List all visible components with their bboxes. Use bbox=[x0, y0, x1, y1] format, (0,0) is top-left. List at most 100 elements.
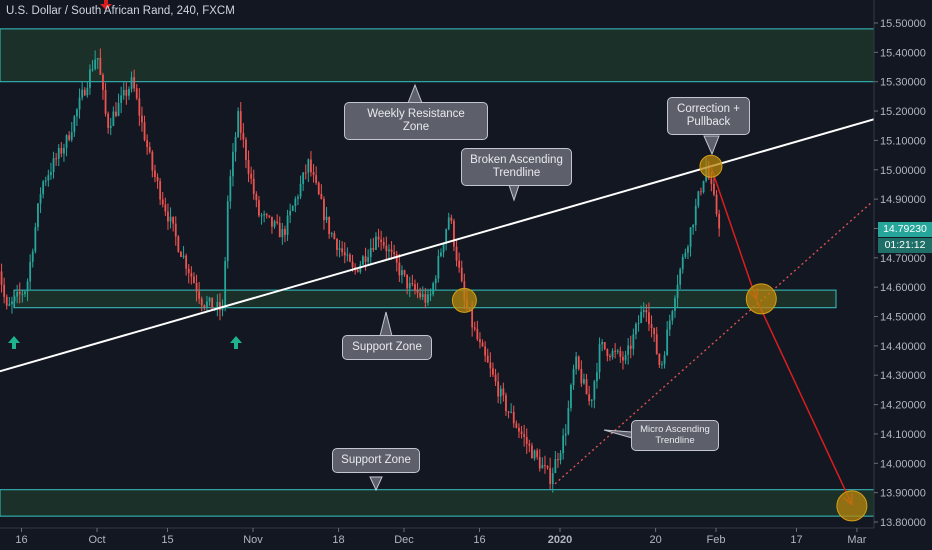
candle-44 bbox=[109, 117, 112, 136]
candle-258 bbox=[666, 321, 669, 356]
candle-109 bbox=[278, 216, 281, 238]
candle-205 bbox=[528, 439, 531, 453]
candle-90 bbox=[229, 169, 232, 209]
x-tick-label: 20 bbox=[649, 534, 661, 546]
candle-body bbox=[70, 132, 73, 140]
candle-body bbox=[315, 175, 318, 183]
callout-weekly-resistance[interactable]: Weekly Resistance Zone bbox=[344, 102, 488, 140]
candle-body bbox=[541, 465, 544, 469]
candle-239 bbox=[616, 348, 619, 355]
candle-body bbox=[94, 59, 97, 70]
candle-192 bbox=[494, 368, 497, 386]
candle-body bbox=[8, 304, 11, 306]
candle-243 bbox=[627, 338, 630, 365]
candle-body bbox=[538, 456, 541, 469]
candle-body bbox=[294, 198, 297, 207]
candle-body bbox=[268, 215, 271, 217]
candle-85 bbox=[216, 294, 219, 317]
zone-2 bbox=[0, 489, 875, 517]
candle-162 bbox=[416, 282, 419, 299]
candle-body bbox=[190, 273, 193, 277]
candle-body bbox=[330, 233, 333, 235]
candle-247 bbox=[637, 315, 640, 332]
candle-body bbox=[645, 310, 648, 313]
candle-63 bbox=[159, 178, 162, 206]
candle-body bbox=[37, 203, 39, 228]
candle-17 bbox=[39, 187, 42, 214]
callout-correction-pullback[interactable]: Correction + Pullback bbox=[667, 97, 750, 135]
candle-body bbox=[107, 113, 110, 128]
candle-body bbox=[76, 109, 78, 117]
candle-body bbox=[208, 297, 211, 302]
marker-circle-1 bbox=[699, 154, 723, 178]
candle-211 bbox=[544, 455, 546, 474]
candle-body bbox=[250, 173, 253, 179]
candle-270 bbox=[697, 190, 700, 209]
candle-body bbox=[172, 216, 175, 224]
candle-body bbox=[588, 394, 591, 401]
candle-62 bbox=[156, 173, 159, 189]
candle-25 bbox=[60, 142, 63, 158]
candle-body bbox=[395, 254, 398, 263]
candle-body bbox=[494, 374, 497, 382]
candle-83 bbox=[211, 297, 214, 309]
candle-body bbox=[531, 445, 533, 459]
y-tick-label: 15.40000 bbox=[880, 47, 926, 59]
candle-215 bbox=[554, 450, 557, 474]
candle-body bbox=[445, 229, 448, 244]
candle-body bbox=[252, 178, 255, 194]
candle-body bbox=[3, 284, 6, 297]
candle-body bbox=[239, 111, 242, 133]
candle-body bbox=[122, 89, 125, 96]
candle-110 bbox=[281, 222, 284, 245]
candle-74 bbox=[187, 263, 190, 284]
marker-circle-2 bbox=[745, 283, 777, 315]
y-tick-label: 15.30000 bbox=[880, 77, 926, 89]
callout-support-low[interactable]: Support Zone bbox=[332, 448, 420, 473]
candle-60 bbox=[151, 150, 154, 178]
candle-240 bbox=[619, 346, 622, 364]
candle-131 bbox=[336, 238, 338, 257]
candle-269 bbox=[694, 198, 697, 232]
up-arrow-icon bbox=[230, 336, 242, 349]
candle-197 bbox=[507, 410, 510, 419]
candle-body bbox=[273, 221, 276, 227]
callout-broken-trendline[interactable]: Broken Ascending Trendline bbox=[461, 148, 572, 186]
candle-body bbox=[143, 122, 146, 141]
candle-body bbox=[601, 341, 604, 345]
candle-253 bbox=[653, 327, 656, 342]
candle-body bbox=[115, 111, 117, 116]
candle-body bbox=[26, 281, 29, 292]
candle-body bbox=[96, 57, 99, 60]
candle-body bbox=[583, 379, 585, 384]
candle-189 bbox=[486, 348, 489, 363]
candle-163 bbox=[419, 287, 422, 300]
callout-support-mid[interactable]: Support Zone bbox=[342, 335, 432, 360]
candle-3 bbox=[3, 277, 6, 304]
candle-body bbox=[338, 248, 341, 250]
marker-circle-0 bbox=[451, 287, 477, 313]
candle-body bbox=[299, 183, 302, 197]
candle-body bbox=[447, 217, 450, 230]
candle-235 bbox=[606, 348, 609, 362]
candle-body bbox=[580, 368, 583, 384]
candle-126 bbox=[323, 196, 325, 230]
candle-82 bbox=[208, 296, 211, 306]
candle-9 bbox=[18, 282, 21, 304]
candle-218 bbox=[562, 428, 565, 460]
candle-27 bbox=[65, 134, 68, 157]
candle-201 bbox=[518, 423, 520, 439]
candle-body bbox=[632, 334, 635, 349]
candle-210 bbox=[541, 457, 544, 469]
candle-body bbox=[195, 282, 198, 292]
candle-body bbox=[507, 411, 510, 413]
candle-body bbox=[349, 254, 351, 262]
candles-layer bbox=[0, 48, 721, 493]
candle-196 bbox=[505, 392, 507, 416]
candle-body bbox=[518, 427, 520, 432]
callout-micro-trendline[interactable]: Micro Ascending Trendline bbox=[631, 420, 719, 451]
candle-body bbox=[403, 270, 406, 275]
candle-67 bbox=[169, 207, 172, 229]
